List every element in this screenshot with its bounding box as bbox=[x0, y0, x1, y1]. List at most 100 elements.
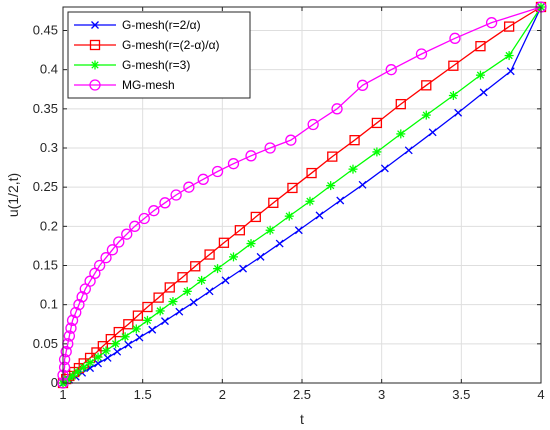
data-point-square-marker bbox=[177, 272, 188, 283]
legend-label: MG-mesh bbox=[122, 78, 175, 92]
y-tick-label: 0.05 bbox=[33, 336, 58, 351]
data-point-circle-marker bbox=[58, 353, 71, 366]
data-point-x-marker bbox=[506, 67, 515, 76]
data-point-asterisk-marker bbox=[228, 252, 238, 262]
data-point-circle-marker bbox=[138, 212, 150, 225]
data-point-circle-marker bbox=[485, 17, 498, 29]
data-point-asterisk-marker bbox=[372, 147, 382, 157]
data-point-circle-marker bbox=[73, 299, 85, 311]
data-point-circle-marker bbox=[385, 64, 397, 76]
data-point-circle-marker bbox=[63, 330, 76, 342]
data-point-x-marker bbox=[275, 239, 284, 248]
data-point-x-marker bbox=[91, 21, 99, 29]
y-tick-label: 0.4 bbox=[40, 62, 58, 77]
data-point-circle-marker bbox=[106, 244, 119, 256]
data-point-asterisk-marker bbox=[85, 358, 95, 368]
data-point-asterisk-marker bbox=[142, 315, 152, 325]
y-tick-label: 0.2 bbox=[40, 218, 58, 233]
data-point-circle-marker bbox=[331, 103, 343, 115]
series-line bbox=[62, 6, 542, 384]
data-point-asterisk-marker bbox=[182, 286, 192, 296]
data-point-circle-marker bbox=[245, 150, 257, 162]
data-point-circle-marker bbox=[89, 79, 101, 91]
data-point-x-marker bbox=[189, 298, 198, 307]
data-point-circle-marker bbox=[183, 181, 195, 193]
data-point-square-marker bbox=[287, 182, 298, 194]
data-point-square-marker bbox=[349, 135, 360, 146]
data-point-asterisk-marker bbox=[120, 332, 130, 342]
data-point-asterisk-marker bbox=[155, 306, 165, 316]
data-point-circle-marker bbox=[356, 79, 369, 91]
legend: G-mesh(r=2/α) G-mesh(r=(2-α)/α) G-mesh(r=3… bbox=[67, 11, 251, 99]
data-point-asterisk-marker bbox=[93, 352, 103, 362]
data-point-asterisk-marker bbox=[475, 70, 485, 80]
data-point-asterisk-marker bbox=[448, 91, 458, 101]
series-3 bbox=[58, 2, 546, 388]
data-point-x-marker bbox=[221, 276, 230, 285]
data-point-x-marker bbox=[358, 180, 367, 189]
data-point-x-marker bbox=[404, 146, 413, 155]
data-point-square-marker bbox=[113, 326, 124, 338]
data-point-circle-marker bbox=[60, 346, 72, 358]
data-point-x-marker bbox=[113, 347, 122, 356]
data-point-square-marker bbox=[448, 60, 459, 71]
x-tick-label: 2 bbox=[219, 387, 226, 402]
data-point-asterisk-marker bbox=[348, 164, 358, 174]
y-tick-label: 0 bbox=[51, 375, 58, 390]
data-point-asterisk-marker bbox=[213, 264, 223, 274]
x-tick-label: 3 bbox=[378, 387, 385, 402]
data-point-square-marker bbox=[306, 167, 317, 179]
data-point-asterisk-marker bbox=[284, 211, 294, 221]
data-point-asterisk-marker bbox=[246, 239, 256, 249]
data-point-asterisk-marker bbox=[421, 110, 431, 120]
axis-ticks: 1 1.5 2 2.5 3 3.5 4 0 0.05 0.1 0.15 0.2 0.25 0.3 0.35 0… bbox=[33, 7, 545, 402]
legend-item: G-mesh(r=3) bbox=[74, 58, 190, 72]
data-point-circle-marker bbox=[449, 32, 461, 44]
data-point-asterisk-marker bbox=[72, 367, 82, 377]
data-point-x-marker bbox=[205, 287, 214, 296]
data-point-circle-marker bbox=[58, 361, 71, 373]
data-point-x-marker bbox=[479, 88, 488, 97]
data-point-circle-marker bbox=[66, 314, 79, 326]
x-tick-label: 2.5 bbox=[293, 387, 311, 402]
data-point-square-marker bbox=[132, 310, 144, 321]
data-point-square-marker bbox=[142, 301, 153, 313]
data-point-square-marker bbox=[204, 249, 215, 260]
data-point-square-marker bbox=[268, 197, 279, 208]
series-2 bbox=[57, 1, 547, 389]
data-point-circle-marker bbox=[159, 197, 171, 209]
data-point-x-marker bbox=[336, 196, 345, 205]
data-point-square-marker bbox=[327, 151, 338, 162]
data-point-square-marker bbox=[164, 282, 175, 293]
legend-item: G-mesh(r=(2-α)/α) bbox=[74, 38, 220, 52]
data-point-asterisk-marker bbox=[168, 297, 178, 307]
legend-label: G-mesh(r=3) bbox=[122, 58, 190, 72]
data-point-x-marker bbox=[161, 317, 169, 326]
data-point-square-marker bbox=[503, 21, 515, 32]
data-point-x-marker bbox=[315, 211, 324, 220]
data-point-x-marker bbox=[294, 226, 303, 235]
series-4 bbox=[57, 1, 547, 389]
data-point-x-marker bbox=[239, 264, 248, 273]
data-point-circle-marker bbox=[121, 228, 133, 240]
data-point-circle-marker bbox=[264, 142, 276, 154]
data-point-square-marker bbox=[218, 237, 230, 248]
data-point-square-marker bbox=[234, 225, 246, 236]
data-point-asterisk-marker bbox=[197, 275, 207, 285]
legend-box bbox=[67, 11, 251, 99]
x-axis-label: t bbox=[300, 411, 304, 427]
data-point-circle-marker bbox=[100, 252, 112, 264]
data-point-circle-marker bbox=[170, 189, 182, 201]
data-point-square-marker bbox=[105, 333, 116, 345]
data-point-asterisk-marker bbox=[305, 196, 315, 206]
data-point-circle-marker bbox=[70, 306, 82, 319]
data-point-asterisk-marker bbox=[265, 225, 275, 235]
data-point-x-marker bbox=[135, 333, 144, 342]
x-tick-label: 1 bbox=[59, 387, 66, 402]
data-point-x-marker bbox=[124, 340, 133, 349]
y-tick-label: 0.3 bbox=[40, 140, 58, 155]
data-point-square-marker bbox=[371, 117, 383, 129]
data-point-x-marker bbox=[103, 353, 112, 362]
data-point-circle-marker bbox=[65, 322, 77, 334]
